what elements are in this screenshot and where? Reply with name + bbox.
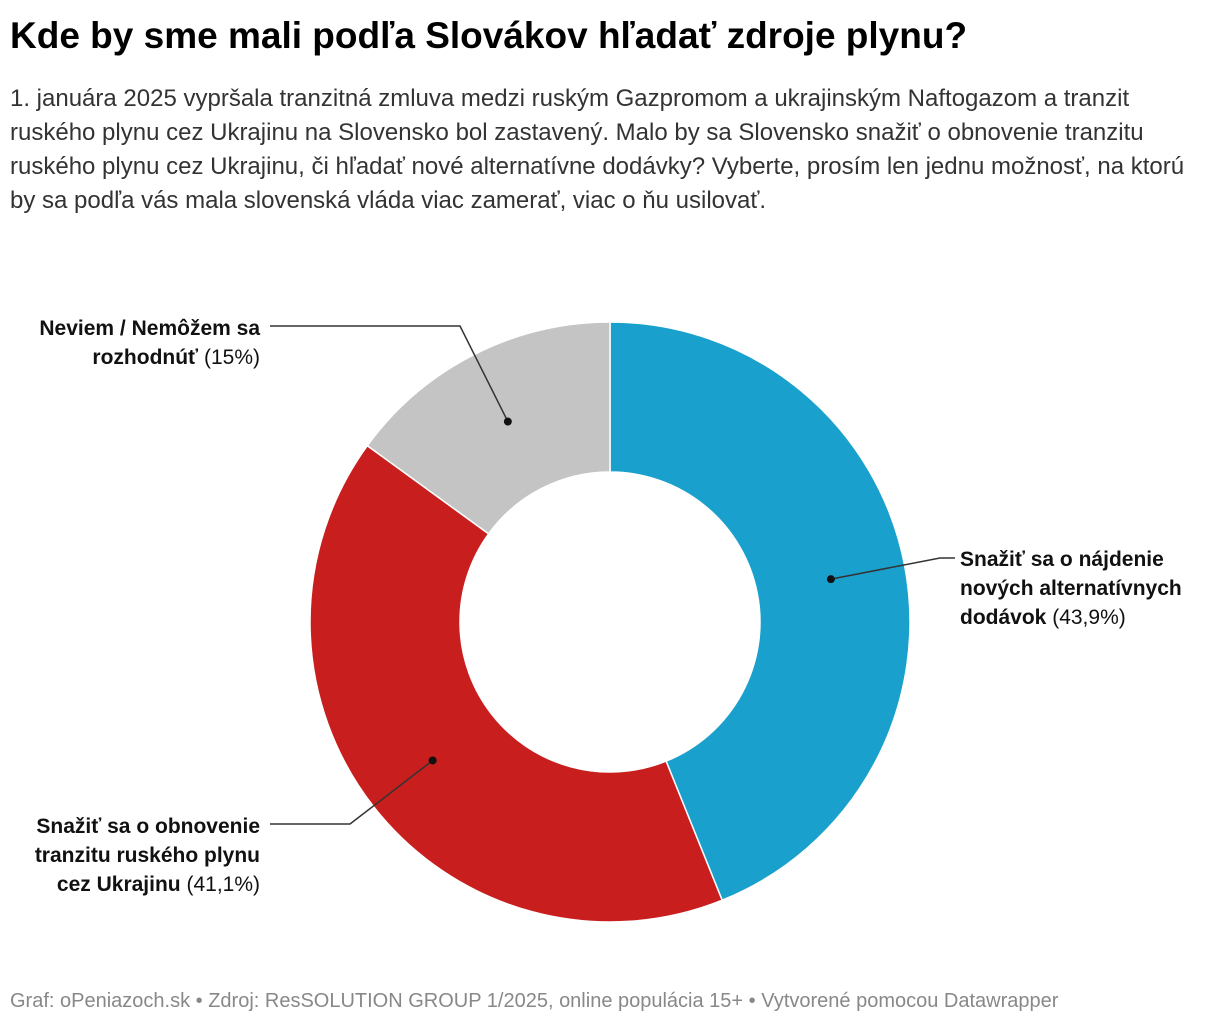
slice-label-transit-text: Snažiť sa o obnovenie tranzitu ruského p…: [34, 815, 260, 896]
leader-line-transit: [270, 759, 434, 825]
slice-label-undecided-text: Neviem / Nemôžem sa rozhodnúť: [39, 317, 260, 369]
leader-dot-transit: [428, 756, 437, 765]
slice-label-undecided: Neviem / Nemôžem sa rozhodnúť (15%): [10, 314, 260, 372]
slice-value-undecided: (15%): [203, 346, 260, 369]
chart-footer: Graf: oPeniazoch.sk • Zdroj: ResSOLUTION…: [10, 990, 1059, 1012]
chart-subtitle: 1. januára 2025 vypršala tranzitná zmluv…: [10, 85, 1185, 214]
slice-label-transit: Snažiť sa o obnovenie tranzitu ruského p…: [10, 812, 260, 899]
slice-label-alternatives-text: Snažiť sa o nájdenie nových alternatívny…: [960, 548, 1182, 629]
slice-value-transit: (41,1%): [186, 873, 260, 896]
slice-label-alternatives: Snažiť sa o nájdenie nových alternatívny…: [960, 545, 1210, 632]
leader-line-undecided: [270, 325, 509, 422]
slice-value-alternatives: (43,9%): [1052, 606, 1126, 629]
donut-slice-undecided: [366, 321, 611, 535]
donut-slice-transit: [309, 444, 724, 923]
donut-slice-alternatives: [609, 321, 911, 902]
leader-dot-undecided: [503, 417, 512, 426]
chart-title: Kde by sme mali podľa Slovákov hľadať zd…: [10, 15, 968, 56]
leader-line-alternatives: [830, 557, 955, 580]
leader-dot-alternatives: [826, 575, 835, 584]
